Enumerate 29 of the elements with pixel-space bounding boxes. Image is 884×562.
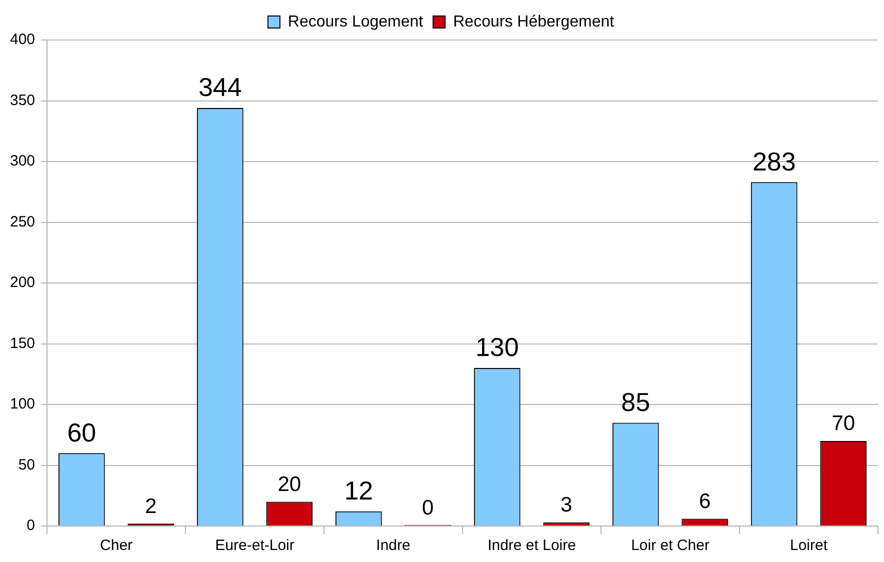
x-tick-label: Loiret xyxy=(790,537,828,554)
y-tick-label: 100 xyxy=(10,396,36,413)
legend-label: Recours Hébergement xyxy=(453,13,615,30)
data-label: 3 xyxy=(560,494,572,517)
y-tick-label: 400 xyxy=(10,31,36,48)
data-label: 12 xyxy=(344,476,374,506)
data-label: 85 xyxy=(621,386,650,417)
data-label: 2 xyxy=(145,494,157,518)
y-tick-label: 300 xyxy=(10,152,36,170)
y-tick-label: 0 xyxy=(26,517,36,534)
data-label: 60 xyxy=(67,417,96,448)
data-label: 70 xyxy=(832,412,856,436)
x-tick-label: Cher xyxy=(100,537,133,554)
data-label: 20 xyxy=(278,472,302,496)
y-tick-label: 200 xyxy=(10,274,36,292)
legend-label: Recours Logement xyxy=(288,13,424,30)
y-tick-label: 150 xyxy=(10,334,36,352)
data-label: 6 xyxy=(699,490,711,514)
data-label: 283 xyxy=(752,146,796,176)
y-tick-label: 50 xyxy=(18,456,36,474)
data-label: 130 xyxy=(475,332,519,362)
data-label: 344 xyxy=(198,72,242,102)
data-label: 0 xyxy=(422,496,434,520)
y-tick-label: 250 xyxy=(10,213,36,230)
x-tick-label: Eure-et-Loir xyxy=(215,537,294,554)
x-tick-label: Indre xyxy=(376,537,410,554)
x-tick-label: Loir et Cher xyxy=(631,537,710,554)
y-tick-label: 350 xyxy=(10,92,36,109)
x-tick-label: Indre et Loire xyxy=(488,537,576,554)
